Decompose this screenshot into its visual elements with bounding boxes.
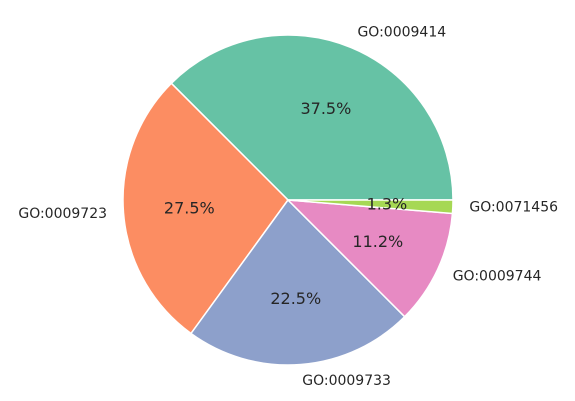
category-label: GO:0009723 [18, 206, 107, 222]
category-label: GO:0071456 [469, 199, 558, 215]
pie-slices [122, 34, 454, 366]
percent-label: 27.5% [164, 198, 215, 217]
percent-label: 11.2% [352, 232, 403, 251]
pie-slice-go-0071456 [287, 199, 454, 215]
pie-slice-go-0009723 [122, 82, 289, 335]
category-label: GO:0009733 [302, 373, 391, 389]
pie-labels: 37.5% GO:0009414 27.5% GO:0009723 22.5% GO:00… [18, 24, 558, 389]
pie-slice-go-0009733 [189, 198, 406, 366]
category-label: GO:0009744 [453, 268, 542, 284]
percent-label: 22.5% [270, 289, 321, 308]
category-label: GO:0009414 [357, 24, 446, 40]
pie-slice-go-0009744 [286, 199, 454, 318]
pie-slice-go-0009414 [170, 34, 454, 201]
percent-label: 1.3% [367, 195, 408, 214]
percent-label: 37.5% [300, 99, 351, 118]
